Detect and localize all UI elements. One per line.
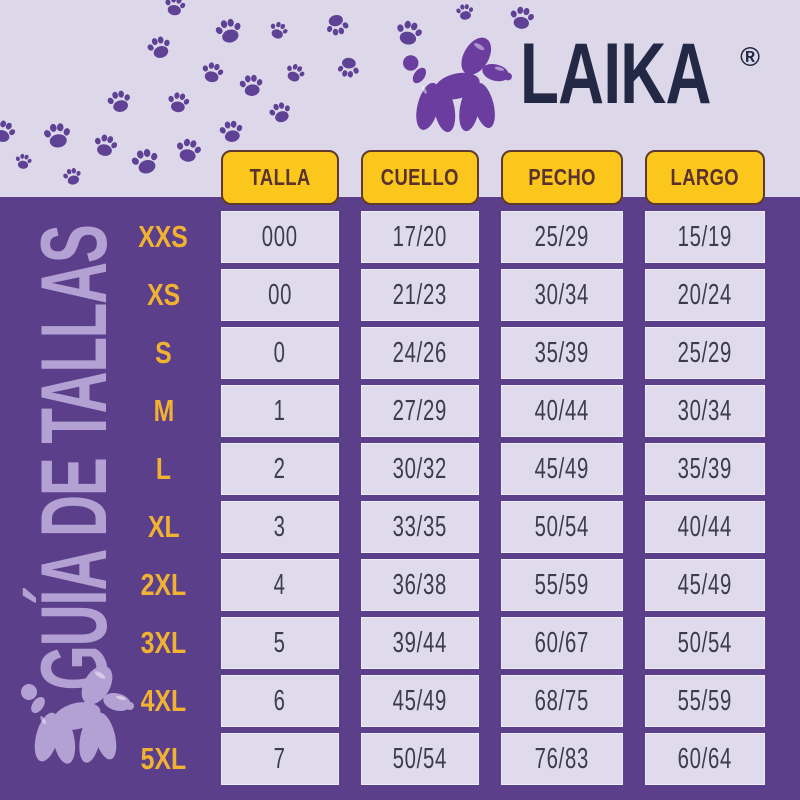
cell-XS-pecho: 30/34 [501, 269, 623, 321]
cell-5XL-cuello: 50/54 [361, 733, 479, 785]
brand-logo: LAIKA ® [398, 31, 760, 142]
row-label-S: S [155, 335, 172, 370]
paw-icon [236, 70, 266, 100]
cell-XXS-talla: 000 [221, 211, 339, 263]
cell-XXS-largo: 15/19 [645, 211, 765, 263]
cell-5XL-largo: 60/64 [645, 733, 765, 785]
size-guide-table: TALLA CUELLO PECHO LARGO XXS 000 17/20 25/2… [128, 150, 765, 785]
cell-4XL-largo: 55/59 [645, 675, 765, 727]
paw-icon [89, 129, 121, 161]
cell-M-largo: 30/34 [645, 385, 765, 437]
cell-M-talla: 1 [221, 385, 339, 437]
row-label-XXS: XXS [138, 219, 189, 254]
row-label-XL: XL [147, 509, 180, 544]
cell-XS-cuello: 21/23 [361, 269, 479, 321]
cell-5XL-pecho: 76/83 [501, 733, 623, 785]
cell-3XL-talla: 5 [221, 617, 339, 669]
cell-L-pecho: 45/49 [501, 443, 623, 495]
paw-icon [60, 164, 85, 189]
cell-4XL-cuello: 45/49 [361, 675, 479, 727]
row-label-2XL: 2XL [140, 567, 187, 602]
paw-icon [0, 114, 21, 148]
cell-L-talla: 2 [221, 443, 339, 495]
paw-icon [216, 116, 247, 147]
cell-XS-talla: 00 [221, 269, 339, 321]
cell-XL-largo: 40/44 [645, 501, 765, 553]
cell-2XL-cuello: 36/38 [361, 559, 479, 611]
paw-icon [335, 54, 362, 81]
paw-icon [211, 13, 248, 50]
balloon-dog-icon [398, 36, 516, 142]
paw-icon [13, 151, 34, 172]
cell-S-talla: 0 [221, 327, 339, 379]
cell-XXS-cuello: 17/20 [361, 211, 479, 263]
paw-icon [321, 9, 353, 41]
cell-5XL-talla: 7 [221, 733, 339, 785]
cell-M-pecho: 40/44 [501, 385, 623, 437]
paw-icon [161, 0, 189, 20]
paw-icon [198, 58, 228, 88]
cell-2XL-largo: 45/49 [645, 559, 765, 611]
cell-3XL-pecho: 60/67 [501, 617, 623, 669]
cell-XS-largo: 20/24 [645, 269, 765, 321]
cell-XXS-pecho: 25/29 [501, 211, 623, 263]
cell-L-cuello: 30/32 [361, 443, 479, 495]
cell-S-cuello: 24/26 [361, 327, 479, 379]
row-label-L: L [155, 451, 172, 486]
cell-S-largo: 25/29 [645, 327, 765, 379]
row-label-5XL: 5XL [140, 741, 187, 776]
column-header-cuello: CUELLO [361, 150, 479, 205]
cell-3XL-largo: 50/54 [645, 617, 765, 669]
brand-wordmark: LAIKA [520, 26, 711, 122]
cell-XL-talla: 3 [221, 501, 339, 553]
cell-4XL-pecho: 68/75 [501, 675, 623, 727]
cell-XL-cuello: 33/35 [361, 501, 479, 553]
page-title: GUÍA DE TALLAS [21, 225, 126, 691]
paw-icon [454, 1, 477, 24]
column-header-pecho: PECHO [501, 150, 623, 205]
cell-3XL-cuello: 39/44 [361, 617, 479, 669]
table-corner-spacer [128, 150, 199, 205]
paw-icon [142, 30, 176, 64]
balloon-dog-icon [16, 664, 138, 774]
row-label-XS: XS [146, 277, 181, 312]
paw-icon [40, 118, 75, 153]
cell-2XL-pecho: 55/59 [501, 559, 623, 611]
column-header-largo: LARGO [645, 150, 765, 205]
cell-S-pecho: 35/39 [501, 327, 623, 379]
registered-trademark-symbol: ® [740, 42, 760, 72]
cell-4XL-talla: 6 [221, 675, 339, 727]
row-label-4XL: 4XL [140, 683, 187, 718]
cell-M-cuello: 27/29 [361, 385, 479, 437]
column-header-talla: TALLA [221, 150, 339, 205]
paw-icon [164, 88, 192, 116]
row-label-3XL: 3XL [140, 625, 187, 660]
paw-icon [281, 59, 310, 88]
row-label-M: M [153, 393, 174, 428]
paw-icon [265, 97, 297, 129]
paw-icon [103, 85, 136, 118]
paw-icon [265, 17, 292, 44]
cell-L-largo: 35/39 [645, 443, 765, 495]
cell-XL-pecho: 50/54 [501, 501, 623, 553]
cell-2XL-talla: 4 [221, 559, 339, 611]
